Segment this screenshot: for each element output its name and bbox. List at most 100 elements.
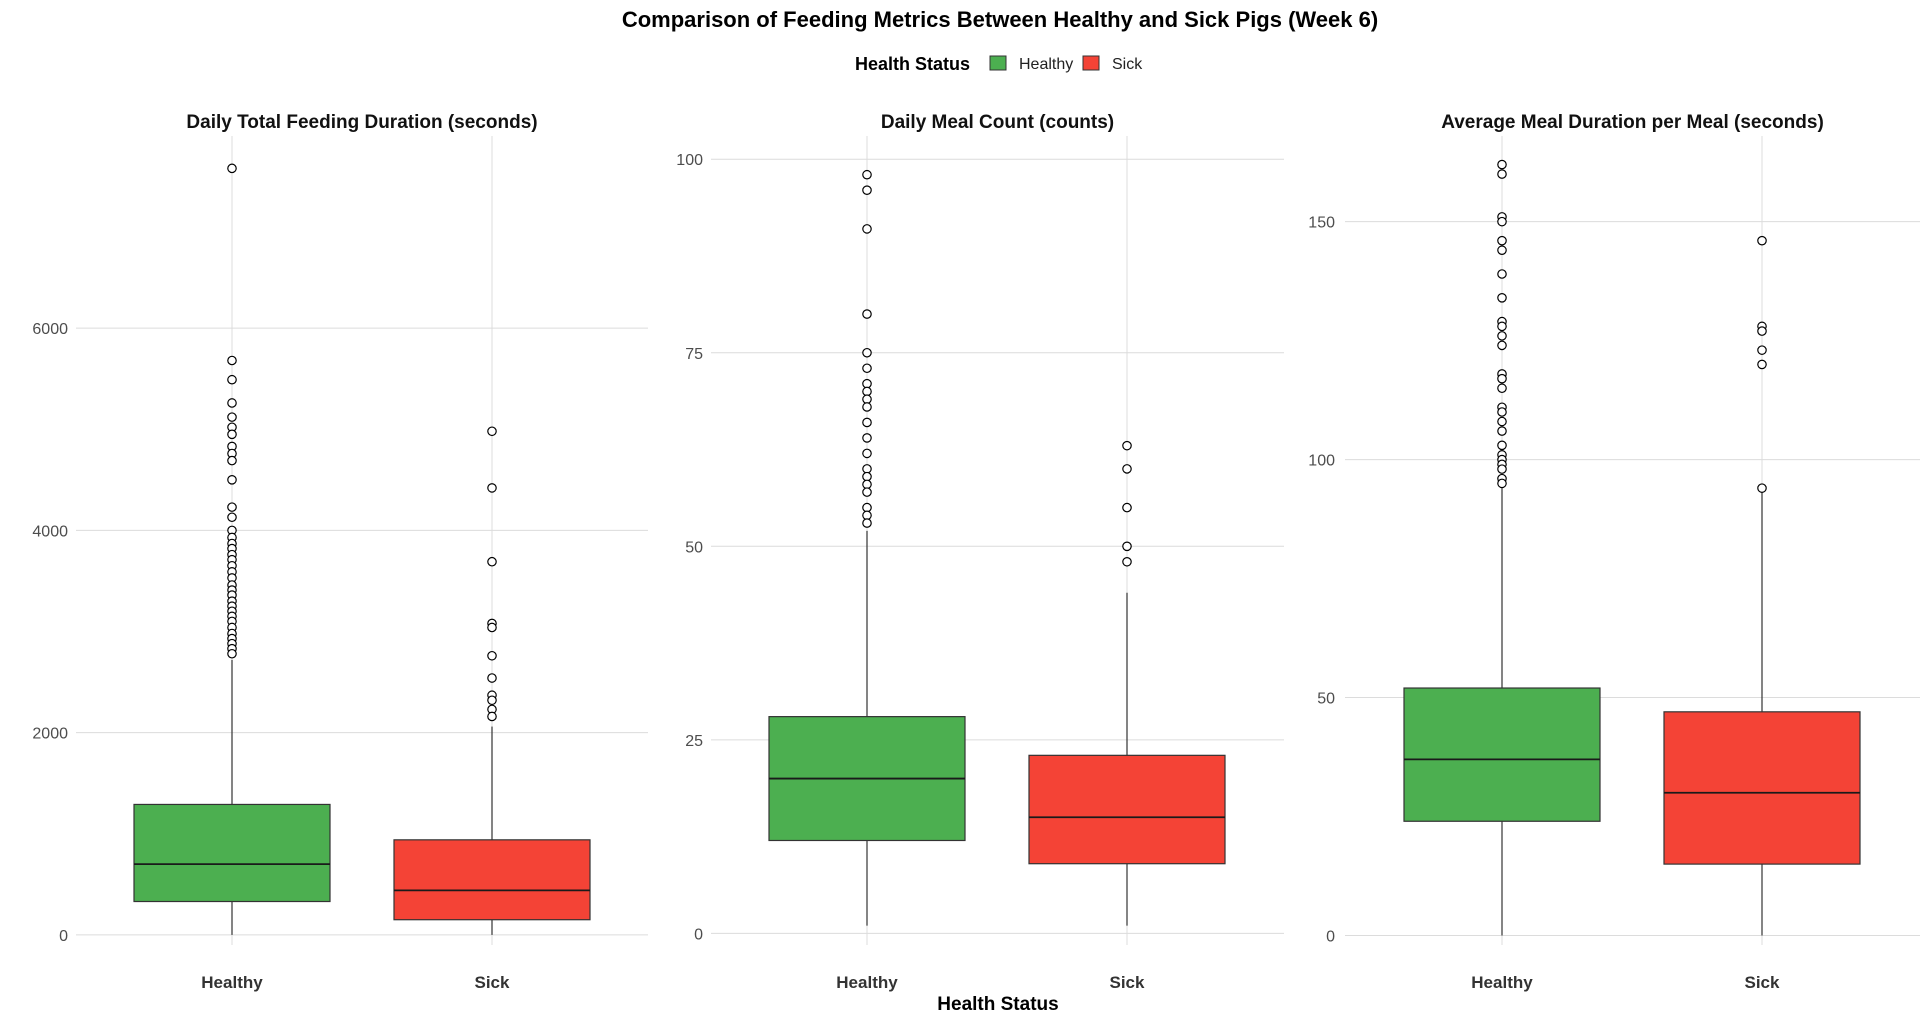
outlier-point — [487, 426, 497, 437]
y-tick-label: 50 — [1317, 691, 1335, 708]
outlier-point — [1497, 159, 1507, 170]
outlier-point — [862, 502, 872, 513]
box-healthy — [768, 169, 966, 926]
panel-title: Daily Total Feeding Duration (seconds) — [186, 112, 537, 133]
outlier-point — [862, 471, 872, 482]
outlier-point — [1497, 426, 1507, 436]
outlier-point — [862, 185, 872, 195]
outlier-point — [1497, 331, 1507, 341]
outlier-point — [227, 512, 237, 523]
panel-title: Average Meal Duration per Meal (seconds) — [1441, 112, 1824, 133]
outlier-point — [1497, 464, 1507, 474]
outlier-point — [227, 355, 237, 366]
box-sick — [1663, 235, 1861, 936]
outlier-point — [487, 711, 497, 722]
outlier-point — [227, 412, 237, 422]
outlier-point — [1757, 483, 1767, 493]
x-tick-label: Healthy — [201, 973, 263, 992]
y-tick-label: 6000 — [32, 321, 68, 338]
x-tick-label: Healthy — [1471, 973, 1533, 992]
box-healthy — [1403, 159, 1601, 936]
box-iqr — [1028, 754, 1226, 865]
outlier-point — [862, 433, 872, 443]
outlier-point — [1122, 556, 1132, 567]
box-iqr — [1663, 711, 1861, 865]
outlier-point — [1497, 407, 1507, 417]
outlier-point — [1497, 340, 1507, 351]
outlier-point — [1497, 235, 1507, 246]
outlier-point — [1122, 502, 1132, 513]
y-tick-label: 0 — [694, 926, 703, 943]
y-tick-label: 25 — [685, 733, 703, 750]
outlier-point — [227, 475, 237, 485]
box-iqr — [133, 803, 331, 903]
legend-label-sick: Sick — [1112, 56, 1143, 73]
x-tick-label: Sick — [1110, 973, 1146, 992]
outlier-point — [1122, 440, 1132, 451]
legend: Health Status Healthy Sick — [855, 54, 1143, 74]
box-iqr — [1403, 687, 1601, 822]
outlier-point — [862, 169, 872, 180]
box-sick — [1028, 440, 1226, 926]
outlier-point — [1757, 235, 1767, 246]
x-tick-label: Sick — [475, 973, 511, 992]
outlier-point — [862, 510, 872, 521]
outlier-point — [227, 398, 237, 408]
outlier-point — [227, 502, 237, 512]
outlier-point — [227, 163, 237, 174]
y-tick-label: 2000 — [32, 726, 68, 743]
outlier-point — [1757, 359, 1767, 370]
outlier-point — [1497, 216, 1507, 227]
outlier-point — [862, 518, 872, 528]
panel-2: Daily Meal Count (counts) 0 25 50 75 100 Healt… — [676, 112, 1284, 992]
legend-label-healthy: Healthy — [1019, 56, 1073, 73]
outlier-point — [1497, 478, 1507, 489]
y-tick-label: 0 — [1326, 928, 1335, 945]
outlier-point — [487, 650, 497, 661]
outlier-point — [862, 448, 872, 459]
legend-title: Health Status — [855, 54, 970, 74]
y-tick-label: 0 — [59, 928, 68, 945]
outlier-point — [1497, 373, 1507, 384]
y-tick-label: 100 — [676, 152, 703, 169]
x-axis-label: Health Status — [937, 994, 1058, 1015]
outlier-point — [227, 648, 237, 659]
outlier-point — [487, 556, 497, 567]
outlier-point — [487, 622, 497, 633]
outlier-point — [862, 487, 872, 497]
outlier-point — [1497, 440, 1507, 451]
outlier-point — [487, 673, 497, 683]
outlier-point — [862, 394, 872, 405]
outlier-point — [227, 429, 237, 440]
panel-1: Daily Total Feeding Duration (seconds) 0 2… — [32, 112, 648, 992]
y-tick-label: 150 — [1308, 215, 1335, 232]
outlier-point — [1122, 541, 1132, 552]
chart-title: Comparison of Feeding Metrics Between He… — [622, 7, 1378, 32]
panels: Daily Total Feeding Duration (seconds) 0 2… — [32, 112, 1920, 992]
box-healthy — [133, 163, 331, 935]
legend-swatch-healthy — [989, 55, 1007, 71]
y-tick-label: 75 — [685, 346, 703, 363]
outlier-point — [227, 455, 237, 466]
outlier-point — [862, 378, 872, 389]
outlier-point — [862, 347, 872, 358]
outlier-point — [862, 464, 872, 474]
outlier-point — [1757, 345, 1767, 355]
outlier-point — [862, 224, 872, 234]
outlier-point — [862, 479, 872, 490]
legend-swatch-sick — [1082, 55, 1100, 71]
outlier-point — [1497, 245, 1507, 256]
outlier-point — [1497, 383, 1507, 394]
y-tick-label: 4000 — [32, 523, 68, 540]
y-tick-label: 50 — [685, 539, 703, 556]
box-iqr — [393, 839, 591, 921]
x-tick-label: Healthy — [836, 973, 898, 992]
outlier-point — [1757, 326, 1767, 336]
outlier-point — [862, 363, 872, 374]
y-tick-label: 100 — [1308, 453, 1335, 470]
outlier-point — [1497, 321, 1507, 332]
box-sick — [393, 426, 591, 935]
panel-3: Average Meal Duration per Meal (seconds)… — [1308, 112, 1920, 992]
